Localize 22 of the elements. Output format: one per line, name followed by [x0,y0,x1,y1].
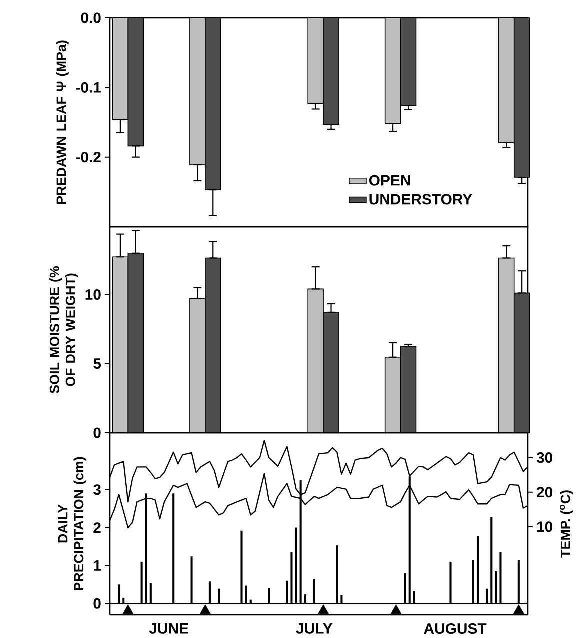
y-tick-label: 5 [94,358,102,370]
y2-tick-label: 30 [536,452,553,464]
y-tick-label: 10 [86,289,101,300]
y-tick-label: -0.1 [76,82,102,93]
y2-axis-title: TEMP. ($^{o}$C) [560,490,574,558]
y-axis-title: SOIL MOISTURE (% OF DRY WEIGHT) [50,266,78,394]
legend-label: UNDERSTORY [370,194,472,205]
y-axis-title: DAILY PRECIPITATION (cm) [58,457,86,590]
y-tick-label: 0 [94,428,101,438]
y-tick-label: 2 [94,522,101,533]
y2-tick-label: 20 [537,487,553,498]
x-tick-label: JUNE [149,624,188,634]
x-tick-label: AUGUST [424,624,487,634]
y2-tick-label: 10 [537,522,553,532]
x-tick-label: JULY [296,624,333,634]
y-tick-label: 0.0 [81,12,101,24]
y-axis-title: PREDAWN LEAF Ψ (MPa) [56,40,69,204]
legend-label: OPEN [369,175,410,186]
y-tick-label: -0.2 [76,152,101,163]
y-tick-label: 0 [94,598,101,609]
y-tick-label: 3 [94,484,101,496]
y-tick-label: 1 [94,560,102,571]
